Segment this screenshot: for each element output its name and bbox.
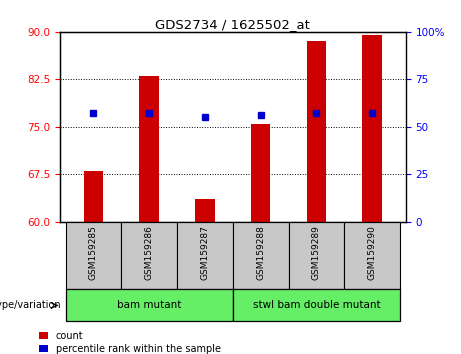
Bar (65, 289, 233, 321)
Bar (289, 222, 344, 289)
Bar (195, 199, 215, 222)
Bar (83, 171, 103, 222)
Text: GSM159285: GSM159285 (89, 225, 98, 280)
Text: GSM159286: GSM159286 (145, 225, 154, 280)
Bar (362, 35, 382, 222)
Text: genotype/variation: genotype/variation (0, 301, 61, 310)
Bar (233, 222, 289, 289)
Text: GSM159289: GSM159289 (312, 225, 321, 280)
Bar (307, 41, 326, 222)
Text: bam mutant: bam mutant (117, 301, 181, 310)
Bar (139, 76, 159, 222)
Bar (233, 289, 400, 321)
Legend: count, percentile rank within the sample: count, percentile rank within the sample (37, 329, 223, 354)
Bar (344, 222, 400, 289)
Bar (251, 124, 271, 222)
Bar (121, 222, 177, 289)
Bar (177, 222, 233, 289)
Bar (65, 222, 121, 289)
Title: GDS2734 / 1625502_at: GDS2734 / 1625502_at (155, 18, 310, 31)
Text: GSM159290: GSM159290 (368, 225, 377, 280)
Text: stwl bam double mutant: stwl bam double mutant (253, 301, 380, 310)
Text: GSM159287: GSM159287 (201, 225, 209, 280)
Text: GSM159288: GSM159288 (256, 225, 265, 280)
